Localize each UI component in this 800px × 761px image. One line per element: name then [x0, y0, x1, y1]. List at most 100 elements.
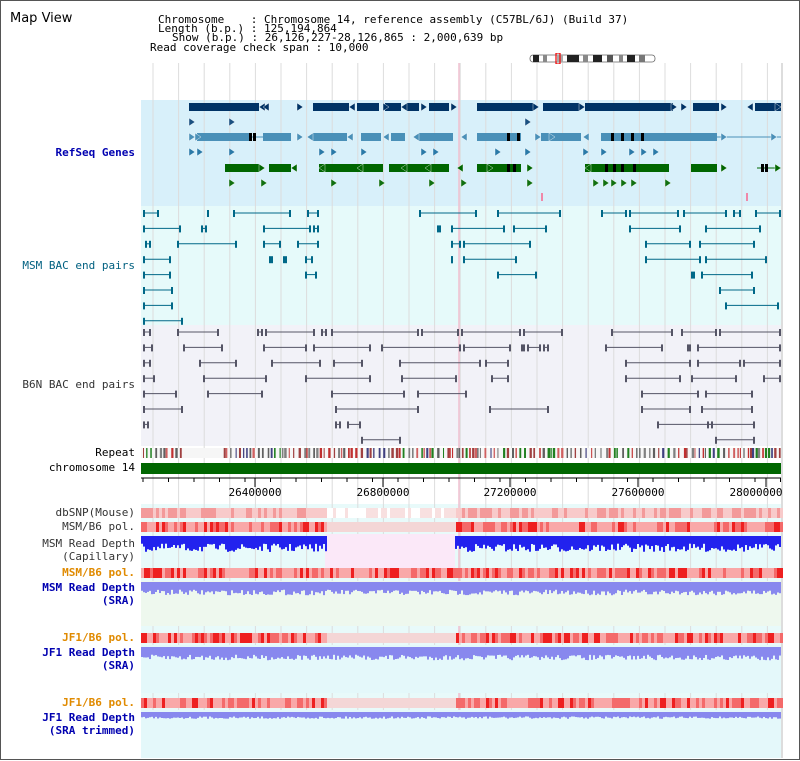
polymorphism-cell [519, 522, 522, 532]
msm-read-depth-sra-label[interactable]: MSM Read Depth [42, 581, 135, 594]
msm-bac-end [313, 225, 315, 233]
dbsnp-cell [375, 508, 378, 518]
dbsnp-label[interactable]: dbSNP(Mouse) [55, 506, 135, 519]
jf1-read-depth-sra-label[interactable]: JF1 Read Depth [42, 646, 135, 659]
dbsnp-cell [774, 508, 777, 518]
depth-bar [771, 712, 773, 719]
polymorphism-cell [513, 522, 516, 532]
depth-bar [487, 712, 489, 719]
depth-bar [637, 582, 639, 593]
b6n-bac-label[interactable]: B6N BAC end pairs [22, 378, 135, 391]
polymorphism-cell [405, 522, 408, 532]
polymorphism-cell [168, 568, 171, 578]
depth-bar [177, 647, 179, 658]
depth-bar [661, 712, 663, 719]
dbsnp-cell [573, 508, 576, 518]
jf1-b6-pol-label-1[interactable]: JF1/B6 pol. [62, 631, 135, 644]
depth-bar [749, 647, 751, 659]
coverage-span-info: Read coverage check span : 10,000 [150, 41, 369, 54]
msm-bac-label[interactable]: MSM BAC end pairs [22, 259, 135, 272]
depth-bar [459, 712, 461, 717]
msm-bac-end [143, 210, 145, 217]
depth-bar [237, 536, 239, 549]
polymorphism-cell [261, 698, 264, 708]
dbsnp-cell [297, 508, 300, 518]
depth-bar [583, 536, 585, 550]
depth-bar [353, 712, 355, 718]
depth-bar [205, 712, 207, 717]
msm-b6-pol-label-2[interactable]: MSM/B6 pol. [62, 566, 135, 579]
repeat-element [360, 448, 364, 458]
depth-bar [757, 712, 759, 717]
depth-bar [775, 712, 777, 718]
jf1-read-depth-trimmed-label[interactable]: JF1 Read Depth [42, 711, 135, 724]
depth-bar [397, 647, 399, 659]
refseq-genes-label[interactable]: RefSeq Genes [55, 146, 135, 159]
msm-bac-end [279, 240, 281, 248]
polymorphism-cell [375, 698, 378, 708]
chromosome-ideogram[interactable] [529, 53, 656, 64]
polymorphism-cell [408, 568, 411, 578]
depth-bar [551, 536, 553, 546]
polymorphism-cell [405, 698, 408, 708]
polymorphism-cell [324, 568, 327, 578]
depth-bar [635, 712, 637, 718]
repeat-element [369, 448, 372, 458]
polymorphism-cell [645, 698, 648, 708]
depth-bar [595, 536, 597, 547]
polymorphism-cell [153, 633, 156, 643]
depth-bar [737, 582, 739, 594]
depth-bar [419, 712, 421, 719]
msm-bac-end [753, 287, 755, 294]
depth-bar [571, 647, 573, 656]
depth-bar [569, 582, 571, 595]
depth-bar [387, 582, 389, 591]
msm-read-depth-capillary-label[interactable]: MSM Read Depth [42, 537, 135, 550]
depth-bar [413, 712, 415, 719]
polymorphism-cell [366, 522, 369, 532]
dbsnp-cell [780, 508, 783, 518]
polymorphism-cell [423, 568, 426, 578]
polymorphism-cell [495, 698, 498, 708]
depth-bar [515, 582, 517, 595]
depth-bar [365, 712, 367, 717]
polymorphism-cell [198, 633, 201, 643]
depth-bar [507, 647, 509, 659]
repeat-element [429, 448, 432, 458]
dbsnp-cell [393, 508, 396, 518]
axis-tick-label-4: 27600000 [611, 486, 665, 499]
polymorphism-cell [498, 633, 501, 643]
polymorphism-cell [495, 568, 498, 578]
depth-bar [275, 712, 277, 719]
msm-b6-pol-label-1[interactable]: MSM/B6 pol. [62, 520, 135, 533]
polymorphism-cell [723, 633, 726, 643]
depth-bar [273, 582, 275, 592]
polymorphism-cell [621, 568, 624, 578]
depth-bar [207, 582, 209, 592]
polymorphism-cell [276, 698, 279, 708]
dbsnp-cell [720, 508, 723, 518]
dbsnp-cell [183, 508, 186, 518]
depth-bar [379, 647, 381, 657]
dbsnp-cell [390, 508, 393, 518]
repeat-label[interactable]: Repeat [95, 446, 135, 459]
dbsnp-cell [234, 508, 237, 518]
depth-bar [555, 582, 557, 590]
depth-bar [211, 582, 213, 592]
depth-bar [423, 712, 425, 718]
repeat-element [146, 448, 148, 458]
dbsnp-cell [228, 508, 231, 518]
depth-bar [581, 712, 583, 718]
dbsnp-cell [558, 508, 561, 518]
jf1-b6-pol-label-2[interactable]: JF1/B6 pol. [62, 696, 135, 709]
polymorphism-cell [528, 568, 531, 578]
polymorphism-cell [720, 633, 723, 643]
chromosome-track-label[interactable]: chromosome 14 [48, 461, 135, 474]
depth-bar [279, 712, 281, 719]
depth-bar [161, 647, 163, 658]
depth-bar [763, 536, 765, 545]
dbsnp-cell [447, 508, 450, 518]
depth-bar [569, 712, 571, 718]
depth-bar [437, 582, 439, 592]
